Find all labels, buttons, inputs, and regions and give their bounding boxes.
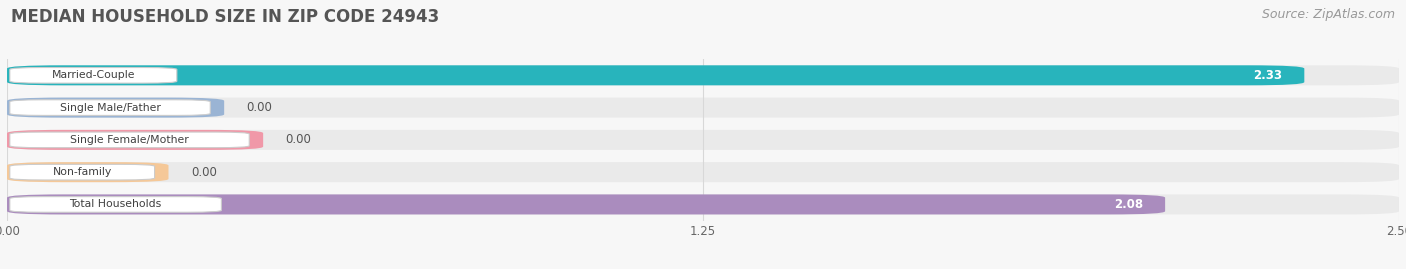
FancyBboxPatch shape (7, 194, 1399, 214)
FancyBboxPatch shape (10, 132, 249, 148)
Text: 0.00: 0.00 (246, 101, 273, 114)
Text: Single Male/Father: Single Male/Father (59, 102, 160, 113)
Text: Source: ZipAtlas.com: Source: ZipAtlas.com (1261, 8, 1395, 21)
Text: 2.08: 2.08 (1114, 198, 1143, 211)
FancyBboxPatch shape (10, 197, 221, 212)
Text: Non-family: Non-family (52, 167, 112, 177)
Text: 0.00: 0.00 (285, 133, 311, 146)
FancyBboxPatch shape (7, 98, 224, 118)
Text: MEDIAN HOUSEHOLD SIZE IN ZIP CODE 24943: MEDIAN HOUSEHOLD SIZE IN ZIP CODE 24943 (11, 8, 440, 26)
Text: 0.00: 0.00 (191, 166, 217, 179)
FancyBboxPatch shape (10, 68, 177, 83)
Text: Married-Couple: Married-Couple (52, 70, 135, 80)
FancyBboxPatch shape (10, 164, 155, 180)
FancyBboxPatch shape (7, 194, 1166, 214)
FancyBboxPatch shape (10, 100, 211, 115)
FancyBboxPatch shape (7, 65, 1399, 85)
Text: 2.33: 2.33 (1253, 69, 1282, 82)
Text: Total Households: Total Households (69, 199, 162, 210)
FancyBboxPatch shape (7, 98, 1399, 118)
FancyBboxPatch shape (7, 130, 263, 150)
FancyBboxPatch shape (7, 162, 169, 182)
FancyBboxPatch shape (7, 130, 1399, 150)
FancyBboxPatch shape (7, 162, 1399, 182)
Text: Single Female/Mother: Single Female/Mother (70, 135, 188, 145)
FancyBboxPatch shape (7, 65, 1305, 85)
